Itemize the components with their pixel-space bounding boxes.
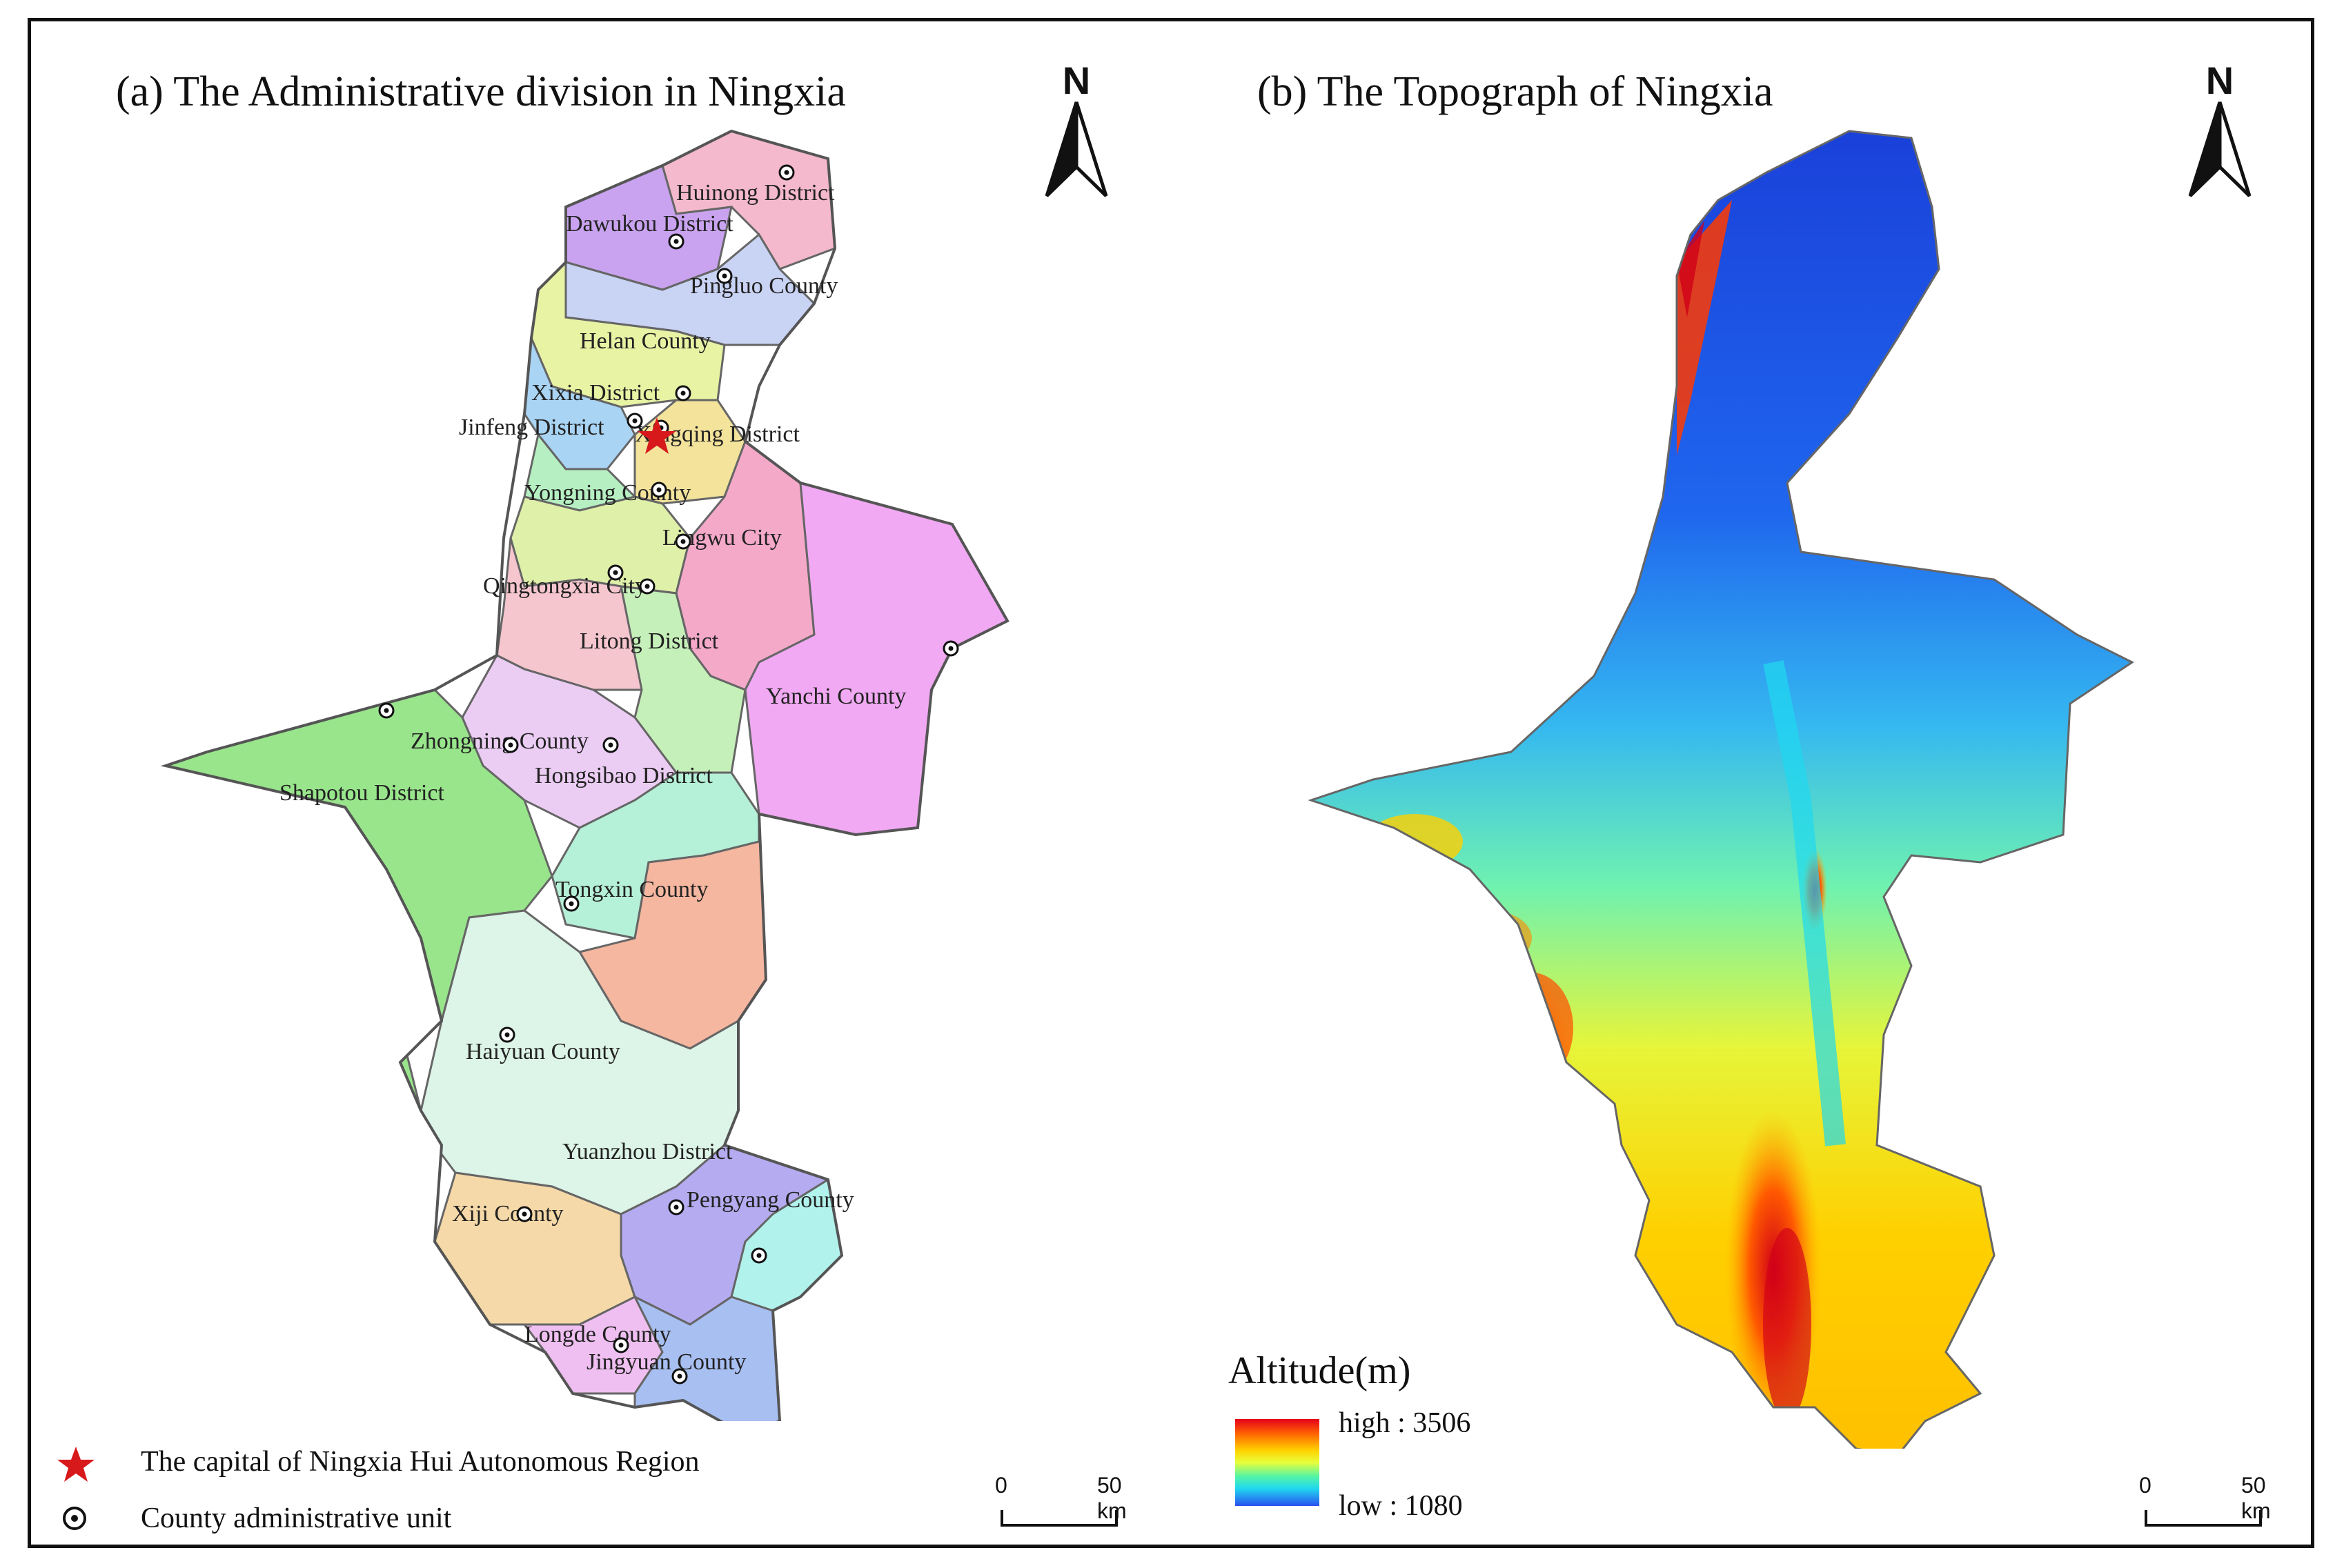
scale-bar-a: 0 50 km <box>995 1473 1139 1535</box>
district-label: Xiji County <box>452 1201 564 1227</box>
county-dot-icon <box>668 233 685 250</box>
legend-county-label: County administrative unit <box>141 1502 452 1534</box>
district-label: Litong District <box>580 628 719 654</box>
district-label: Huinong District <box>676 180 835 206</box>
north-label: N <box>1062 59 1091 102</box>
district-label: Pengyang County <box>687 1187 854 1213</box>
county-dot-icon <box>671 1368 688 1385</box>
north-arrow-icon <box>2188 101 2252 197</box>
district-label: Yanchi County <box>766 684 906 709</box>
county-dot-icon <box>63 1507 86 1530</box>
district-label: Pingluo County <box>690 273 838 299</box>
district-label: Shapotou District <box>279 780 444 806</box>
scale-start: 0 <box>995 1473 1007 1498</box>
county-dot-icon <box>627 413 643 429</box>
district-label: Xixia District <box>531 380 660 406</box>
county-dot-icon <box>778 164 795 181</box>
county-dot-icon <box>716 268 733 284</box>
capital-star-icon <box>638 417 676 454</box>
north-arrow-icon <box>1045 101 1108 197</box>
district-label: Jingyuan County <box>587 1349 746 1375</box>
county-dot-icon <box>516 1206 533 1222</box>
district-label: Longde County <box>524 1322 671 1347</box>
topography-map <box>1310 130 2134 1449</box>
scale-bar-line <box>1001 1510 1118 1527</box>
capital-star-icon <box>57 1447 95 1482</box>
panel-b-title: (b) The Topograph of Ningxia <box>1257 68 1773 115</box>
county-dot-icon <box>607 564 624 581</box>
north-label: N <box>2205 59 2234 102</box>
county-dot-icon <box>499 1026 515 1043</box>
county-dot-icon <box>751 1247 767 1264</box>
county-dot-icon <box>563 895 580 912</box>
district-label: Haiyuan County <box>466 1039 620 1064</box>
altitude-low-label: low : 1080 <box>1339 1490 1463 1522</box>
altitude-color-ramp <box>1235 1419 1319 1506</box>
district-label: Helan County <box>580 328 711 354</box>
county-dot-icon <box>378 702 395 719</box>
district-label: Qingtongxia City <box>483 573 647 599</box>
county-dot-icon <box>613 1337 629 1353</box>
legend-capital-row: The capital of Ningxia Hui Autonomous Re… <box>55 1445 700 1484</box>
scale-end: 50 km <box>1097 1473 1127 1523</box>
district-label: Jinfeng District <box>459 415 604 440</box>
county-dot-icon <box>602 737 619 753</box>
scale-end: 50 km <box>2241 1473 2271 1523</box>
north-arrow-a: N <box>1038 58 1114 197</box>
county-dot-icon <box>639 578 656 595</box>
district-xiji-county <box>433 1171 636 1326</box>
district-label: Zhongning County <box>411 728 589 754</box>
county-dot-icon <box>675 533 691 550</box>
district-label: Tongxin County <box>555 877 708 902</box>
scale-start: 0 <box>2139 1473 2151 1498</box>
district-label: Dawukou District <box>566 211 733 237</box>
administrative-map: Huinong District Dawukou District Pingluo … <box>164 130 1009 1421</box>
north-arrow-b: N <box>2182 58 2258 197</box>
county-dot-icon <box>668 1199 685 1215</box>
altitude-title: Altitude(m) <box>1228 1349 1411 1392</box>
altitude-high-label: high : 3506 <box>1339 1407 1471 1439</box>
district-label: Hongsibao District <box>535 763 713 788</box>
scale-bar-b: 0 50 km <box>2139 1473 2283 1535</box>
legend-county-row: County administrative unit <box>55 1502 451 1540</box>
county-dot-icon <box>651 482 667 498</box>
scale-bar-line <box>2145 1510 2262 1527</box>
county-dot-icon <box>943 640 959 657</box>
map-legend: The capital of Ningxia Hui Autonomous Re… <box>55 1438 814 1535</box>
county-dot-icon <box>502 737 519 753</box>
district-litong-district <box>620 585 747 774</box>
panel-a-title: (a) The Administrative division in Ningx… <box>116 68 846 115</box>
district-jingyuan-county <box>632 1294 781 1421</box>
legend-capital-label: The capital of Ningxia Hui Autonomous Re… <box>141 1446 700 1478</box>
district-label: Yuanzhou District <box>562 1139 733 1164</box>
county-dot-icon <box>675 385 691 401</box>
altitude-legend: Altitude(m) high : 3506 low : 1080 <box>1228 1349 1504 1522</box>
